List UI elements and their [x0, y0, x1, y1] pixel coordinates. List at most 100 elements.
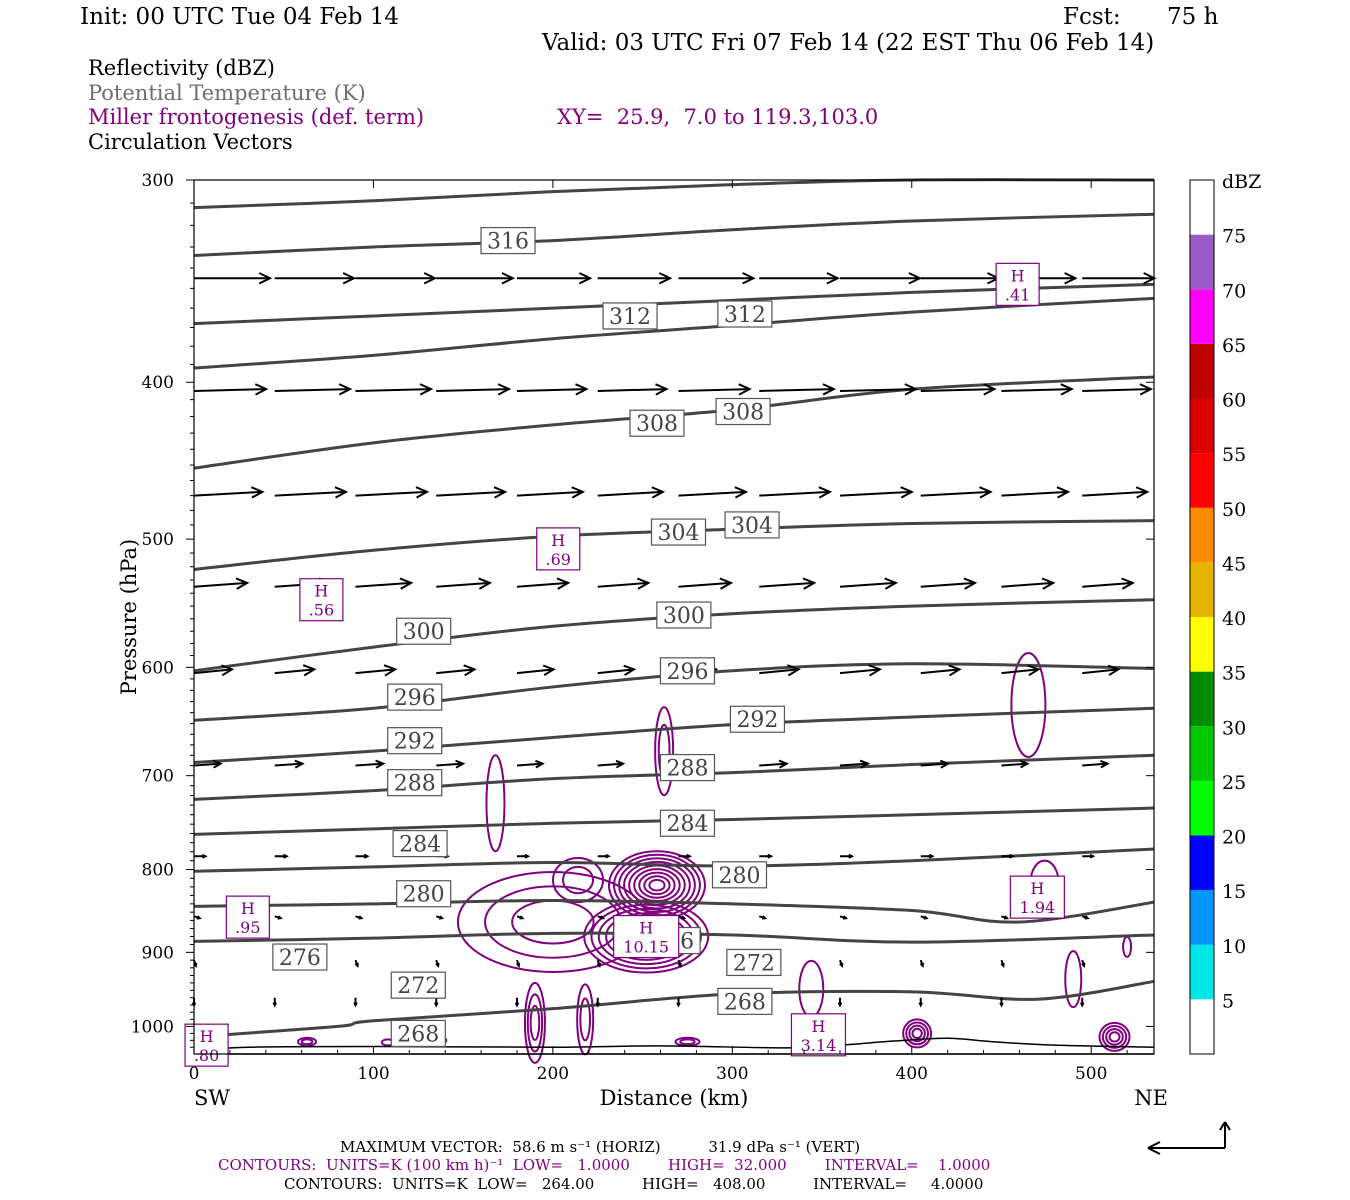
- fronto-max-box: [299, 578, 344, 622]
- circulation-vector-head: [463, 664, 477, 677]
- fronto-max-box: [995, 262, 1040, 306]
- circulation-vector-head: [1139, 383, 1154, 396]
- circulation-vector: [355, 668, 396, 675]
- circulation-vector-head: [578, 272, 593, 285]
- circulation-vector-head: [1100, 759, 1110, 769]
- circulation-vector: [193, 490, 263, 497]
- circulation-vector: [516, 762, 543, 767]
- fronto-max-label: H: [1011, 266, 1025, 285]
- theta-label: 292: [736, 708, 778, 733]
- colorbar-level: 25: [1222, 772, 1246, 794]
- circulation-vector: [920, 762, 948, 767]
- circulation-vector-head: [493, 486, 508, 499]
- fronto-max-value: 10.15: [623, 938, 669, 957]
- x-tick-label: 300: [716, 1064, 748, 1084]
- circulation-vector: [516, 581, 569, 588]
- axes: 300 400 500 600 700 800 900 1000 0 100 200 300 400 50…: [117, 171, 1168, 1110]
- circulation-vector: [597, 490, 663, 497]
- theta-label-box: [717, 987, 773, 1015]
- circulation-vector-head: [1089, 853, 1096, 859]
- max-vector-note: MAXIMUM VECTOR: 58.6 m s⁻¹ (HORIZ) 31.9 …: [340, 1138, 861, 1156]
- circulation-vector-head: [963, 577, 978, 590]
- theta-label-box: [390, 971, 446, 999]
- circulation-vector-head: [734, 486, 749, 499]
- plot-frame: [193, 179, 1155, 1055]
- theta-label: 292: [394, 730, 436, 755]
- circulation-vector-head: [1000, 962, 1005, 969]
- circulation-vector-head: [535, 759, 545, 769]
- y-axis-label: Pressure (hPa): [117, 539, 141, 695]
- theta-296-contour: [193, 662, 1155, 722]
- circulation-vector-head: [1060, 383, 1075, 396]
- circulation-vector-head: [497, 383, 512, 396]
- circulation-vector-head: [787, 664, 801, 677]
- theta-label-box: [715, 397, 771, 426]
- circulation-vector-head: [258, 272, 273, 285]
- y-tick-label: 900: [142, 943, 174, 963]
- fronto-contour-surface: [300, 1038, 314, 1046]
- colorbar-swatch: [1190, 617, 1214, 672]
- x-axis-right-end: NE: [1134, 1086, 1168, 1110]
- colorbar-swatch: [1190, 234, 1214, 290]
- circulation-vector-head: [822, 383, 837, 396]
- circulation-vector: [759, 388, 834, 392]
- circulation-vector: [1082, 490, 1148, 497]
- circulation-vector-head: [842, 915, 849, 920]
- colorbar-swatch: [1190, 507, 1214, 563]
- circulation-vector-head: [686, 853, 693, 859]
- theta-label: 268: [724, 990, 766, 1015]
- circulation-vector-head: [1121, 577, 1136, 590]
- circulation-vector: [355, 490, 428, 497]
- y-tick-label: 300: [142, 171, 174, 191]
- circulation-vector-head: [383, 664, 398, 677]
- circulation-vector: [597, 581, 649, 588]
- forecast-hour: 75 h: [1167, 4, 1219, 30]
- circulation-vector-head: [918, 1002, 923, 1008]
- x-tick-label: 400: [896, 1064, 928, 1084]
- fronto-contour-upper: [633, 868, 681, 903]
- theta-284-contour: [193, 806, 1155, 836]
- circulation-vector: [1082, 581, 1133, 588]
- circulation-vector-head: [839, 962, 844, 968]
- circulation-vector-head: [600, 915, 606, 920]
- legend-reflectivity: Reflectivity (dBZ): [88, 56, 276, 80]
- fronto-max-value: .80: [194, 1046, 219, 1065]
- theta-label-box: [602, 302, 658, 330]
- fronto-contour-surface: [1101, 1025, 1128, 1049]
- contours-theta-note: CONTOURS: UNITS=K LOW= 264.00 HIGH= 408.…: [284, 1175, 984, 1193]
- colorbar-level: 20: [1222, 827, 1246, 849]
- circulation-vector: [193, 388, 267, 392]
- colorbar-level: 55: [1222, 444, 1246, 466]
- fronto-max-box: [790, 1013, 847, 1057]
- theta-label-box: [659, 809, 716, 837]
- colorbar-level: 65: [1222, 335, 1246, 357]
- circulation-vector: [678, 490, 746, 497]
- circulation-vector-head: [1080, 1002, 1085, 1008]
- circulation-vector-head: [818, 486, 833, 499]
- circulation-vector-head: [516, 962, 521, 969]
- circulation-vector-head: [571, 486, 586, 499]
- legend-frontogenesis: Miller frontogenesis (def. term): [88, 105, 425, 129]
- circulation-vector: [516, 388, 587, 392]
- circulation-vector-head: [235, 577, 250, 590]
- fronto-contour-outer: [484, 885, 622, 959]
- x-axis-label: Distance (km): [600, 1086, 749, 1110]
- circulation-vector: [516, 668, 554, 675]
- y-tick-label: 800: [142, 861, 174, 881]
- circulation-vector-head: [923, 915, 929, 920]
- circulation-vector-head: [651, 486, 666, 499]
- circulation-vector-head: [868, 664, 883, 677]
- circulation-vector-head: [742, 272, 756, 285]
- circulation-vector-head: [676, 1002, 681, 1008]
- circulation-vector-head: [1135, 486, 1150, 499]
- fronto-contour-surface: [297, 1036, 318, 1047]
- circulation-vector: [274, 762, 303, 767]
- theta-label-box: [729, 705, 786, 733]
- colorbar-swatch: [1190, 671, 1214, 727]
- circulation-vector: [274, 388, 351, 392]
- fronto-contour: [562, 865, 594, 895]
- fronto-max-label: H: [1030, 879, 1044, 898]
- colorbar-level: 60: [1222, 390, 1246, 412]
- circulation-vector: [597, 762, 624, 767]
- fronto-contour-column: [654, 706, 675, 797]
